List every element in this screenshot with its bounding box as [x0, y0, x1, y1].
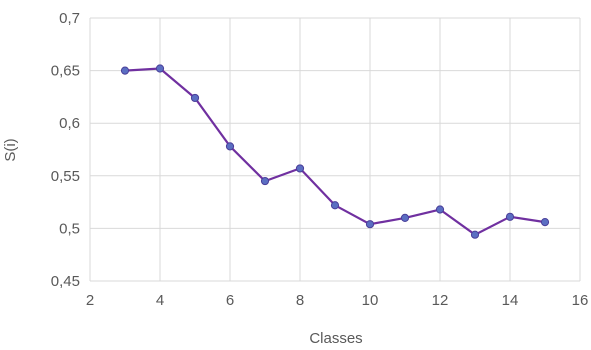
x-tick-label: 2 [86, 292, 94, 309]
x-tick-label: 14 [502, 292, 519, 309]
data-point [190, 93, 200, 103]
x-tick-label: 10 [362, 292, 379, 309]
data-point [505, 212, 515, 221]
x-tick-label: 4 [156, 292, 164, 309]
y-tick-label: 0,7 [59, 10, 80, 27]
y-axis-label: S(i) [2, 138, 19, 161]
y-tick-label: 0,65 [51, 63, 80, 80]
x-tick-label: 8 [296, 292, 304, 309]
y-axis-ticks: 0,45 0,5 0,55 0,6 0,65 0,7 [51, 10, 80, 290]
y-tick-label: 0,5 [59, 220, 80, 237]
data-point [155, 64, 165, 73]
x-axis-ticks: 2 4 6 8 10 12 14 16 [86, 292, 589, 309]
gridlines [89, 17, 581, 282]
data-point [400, 213, 410, 222]
data-point [295, 164, 305, 173]
series-line [124, 67, 546, 236]
series-layer [120, 64, 550, 239]
data-point [435, 205, 445, 214]
data-point [120, 66, 130, 75]
data-point [470, 230, 480, 239]
data-point [540, 217, 550, 227]
data-point [330, 201, 340, 210]
y-tick-label: 0,55 [51, 168, 80, 185]
x-axis-label: Classes [309, 330, 362, 347]
data-point [260, 176, 270, 186]
y-tick-label: 0,45 [51, 273, 80, 290]
x-tick-label: 6 [226, 292, 234, 309]
data-point [365, 220, 375, 229]
x-tick-label: 16 [572, 292, 589, 309]
y-tick-label: 0,6 [59, 115, 80, 132]
data-point [225, 142, 235, 151]
x-tick-label: 12 [432, 292, 449, 309]
